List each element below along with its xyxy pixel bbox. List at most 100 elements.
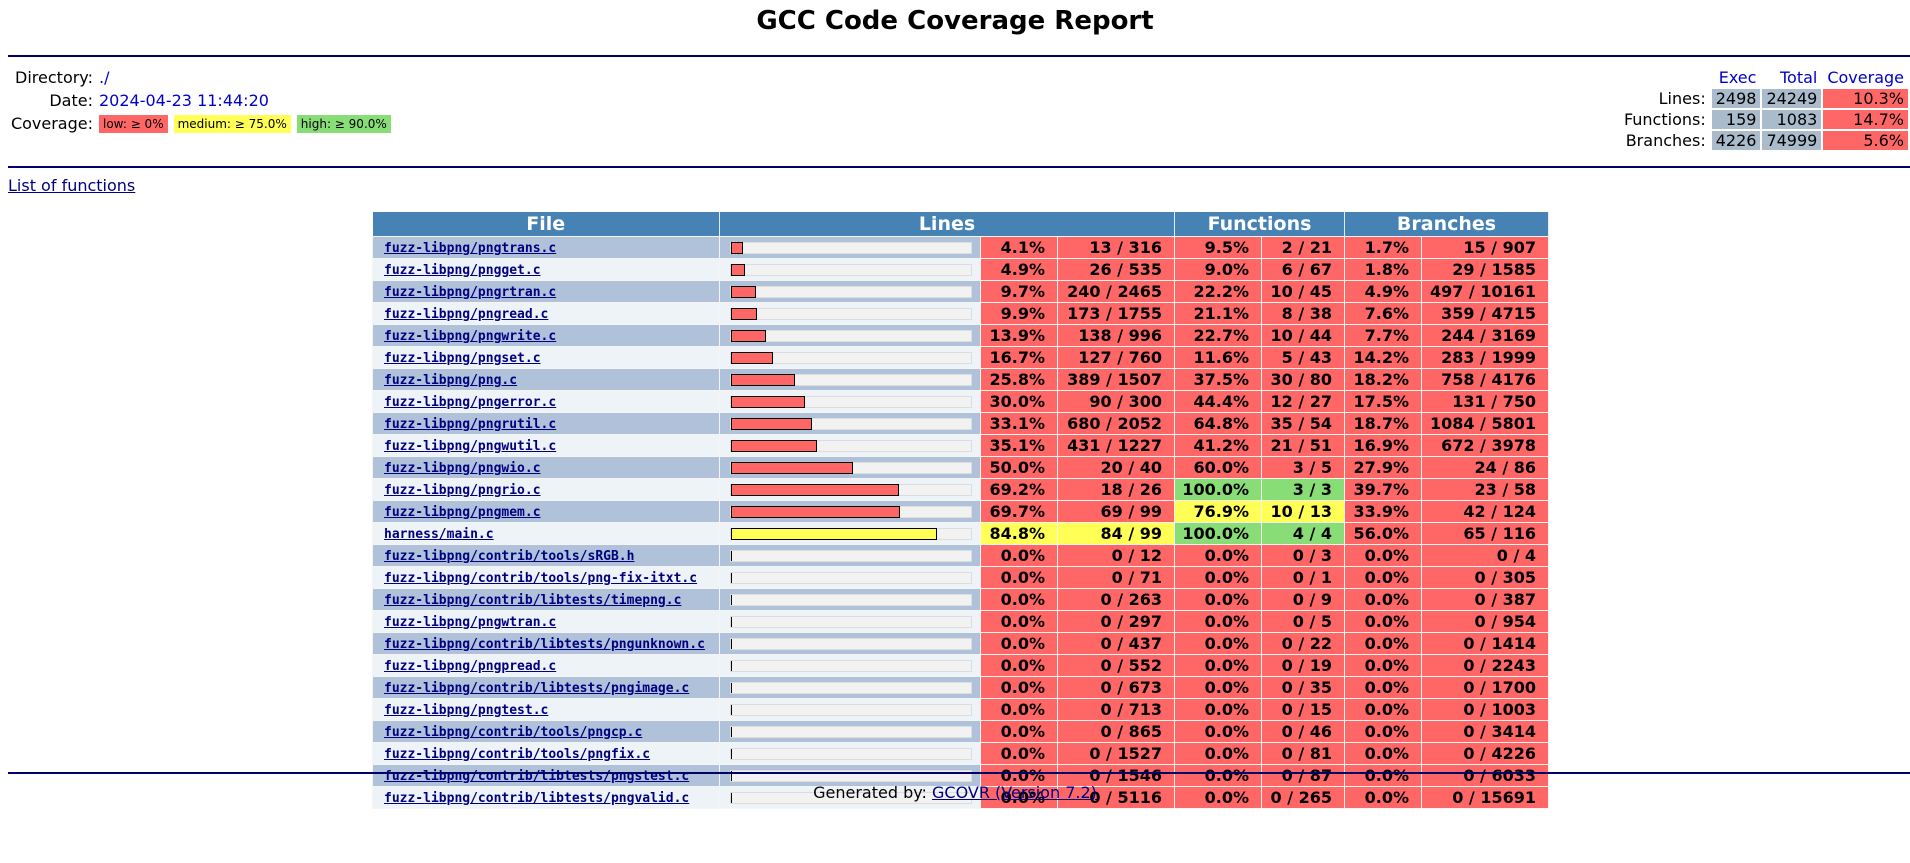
branches-percent: 39.7% bbox=[1344, 478, 1422, 501]
file-link[interactable]: fuzz-libpng/pngrutil.c bbox=[384, 417, 557, 432]
lines-count: 26 / 535 bbox=[1057, 258, 1175, 281]
table-row: fuzz-libpng/pngwutil.c 35.1% 431 / 1227 41.… bbox=[372, 434, 1549, 457]
coverage-bar bbox=[730, 637, 972, 650]
coverage-bar-cell bbox=[719, 302, 981, 325]
branches-percent: 0.0% bbox=[1344, 588, 1422, 611]
file-link[interactable]: fuzz-libpng/pngset.c bbox=[384, 351, 541, 366]
branches-percent: 1.8% bbox=[1344, 258, 1422, 281]
functions-percent: 100.0% bbox=[1174, 478, 1262, 501]
coverage-bar-fill bbox=[731, 572, 732, 583]
file-link[interactable]: fuzz-libpng/contrib/libtests/pngunknown.… bbox=[384, 637, 705, 652]
coverage-bar-cell bbox=[719, 258, 981, 281]
file-link[interactable]: fuzz-libpng/contrib/tools/pngfix.c bbox=[384, 747, 651, 762]
file-cell: fuzz-libpng/pngset.c bbox=[372, 346, 720, 369]
file-link[interactable]: fuzz-libpng/contrib/tools/sRGB.h bbox=[384, 549, 635, 564]
coverage-bar bbox=[730, 681, 972, 694]
coverage-bar-fill bbox=[731, 417, 812, 430]
branches-count: 42 / 124 bbox=[1421, 500, 1549, 523]
file-link[interactable]: fuzz-libpng/pngwtran.c bbox=[384, 615, 557, 630]
file-link[interactable]: fuzz-libpng/pngrio.c bbox=[384, 483, 541, 498]
table-row: fuzz-libpng/pngrutil.c 33.1% 680 / 2052 64.… bbox=[372, 412, 1549, 435]
file-cell: fuzz-libpng/pngwio.c bbox=[372, 456, 720, 479]
coverage-bar-fill bbox=[731, 329, 766, 342]
coverage-bar-fill bbox=[731, 527, 937, 540]
file-link[interactable]: fuzz-libpng/pngerror.c bbox=[384, 395, 557, 410]
functions-count: 5 / 43 bbox=[1261, 346, 1345, 369]
branches-count: 0 / 6033 bbox=[1421, 764, 1549, 787]
table-row: harness/main.c 84.8% 84 / 99 100.0% 4 / 4 56.… bbox=[372, 522, 1549, 545]
coverage-bar bbox=[730, 351, 972, 364]
header-lines: Lines bbox=[719, 212, 1175, 237]
coverage-bar-fill bbox=[731, 704, 732, 715]
branches-percent: 0.0% bbox=[1344, 786, 1422, 809]
functions-percent: 76.9% bbox=[1174, 500, 1262, 523]
coverage-bar-fill bbox=[731, 682, 732, 693]
coverage-bar-cell bbox=[719, 654, 981, 677]
file-link[interactable]: fuzz-libpng/contrib/tools/png-fix-itxt.c bbox=[384, 571, 698, 586]
file-link[interactable]: fuzz-libpng/pngmem.c bbox=[384, 505, 541, 520]
coverage-bar-cell bbox=[719, 698, 981, 721]
summary-col-exec: Exec bbox=[1718, 68, 1757, 87]
table-row: fuzz-libpng/pngerror.c 30.0% 90 / 300 44.4%… bbox=[372, 390, 1549, 413]
file-link[interactable]: fuzz-libpng/pngrtran.c bbox=[384, 285, 557, 300]
coverage-bar bbox=[730, 615, 972, 628]
file-cell: fuzz-libpng/pngrtran.c bbox=[372, 280, 720, 303]
file-link[interactable]: fuzz-libpng/contrib/libtests/pngimage.c bbox=[384, 681, 690, 696]
lines-percent: 0.0% bbox=[980, 720, 1058, 743]
table-body: fuzz-libpng/pngtrans.c 4.1% 13 / 316 9.5% 2 … bbox=[372, 236, 1549, 809]
table-row: fuzz-libpng/pngget.c 4.9% 26 / 535 9.0% 6 / … bbox=[372, 258, 1549, 281]
branches-percent: 0.0% bbox=[1344, 720, 1422, 743]
file-cell: fuzz-libpng/pngtrans.c bbox=[372, 236, 720, 259]
list-of-functions-link[interactable]: List of functions bbox=[8, 176, 136, 195]
coverage-bar-fill bbox=[731, 792, 732, 803]
lines-count: 84 / 99 bbox=[1057, 522, 1175, 545]
file-cell: fuzz-libpng/contrib/libtests/pngvalid.c bbox=[372, 786, 720, 809]
file-link[interactable]: fuzz-libpng/pngget.c bbox=[384, 263, 541, 278]
file-link[interactable]: fuzz-libpng/pngwutil.c bbox=[384, 439, 557, 454]
coverage-bar-fill bbox=[731, 241, 743, 254]
file-link[interactable]: fuzz-libpng/contrib/libtests/timepng.c bbox=[384, 593, 682, 608]
lines-count: 0 / 865 bbox=[1057, 720, 1175, 743]
functions-count: 3 / 3 bbox=[1261, 478, 1345, 501]
file-link[interactable]: fuzz-libpng/png.c bbox=[384, 373, 518, 388]
functions-percent: 22.2% bbox=[1174, 280, 1262, 303]
lines-percent: 0.0% bbox=[980, 632, 1058, 655]
lines-percent: 25.8% bbox=[980, 368, 1058, 391]
file-link[interactable]: fuzz-libpng/contrib/libtests/pngvalid.c bbox=[384, 791, 690, 806]
summary-branches-exec: 4226 bbox=[1711, 131, 1761, 150]
lines-count: 240 / 2465 bbox=[1057, 280, 1175, 303]
branches-count: 23 / 58 bbox=[1421, 478, 1549, 501]
file-cell: fuzz-libpng/pngread.c bbox=[372, 302, 720, 325]
branches-count: 1084 / 5801 bbox=[1421, 412, 1549, 435]
coverage-bar-cell bbox=[719, 324, 981, 347]
lines-percent: 69.7% bbox=[980, 500, 1058, 523]
lines-percent: 0.0% bbox=[980, 742, 1058, 765]
file-link[interactable]: fuzz-libpng/pngtrans.c bbox=[384, 241, 557, 256]
functions-count: 35 / 54 bbox=[1261, 412, 1345, 435]
coverage-bar-fill bbox=[731, 770, 732, 781]
lines-count: 0 / 673 bbox=[1057, 676, 1175, 699]
coverage-bar-fill bbox=[731, 395, 805, 408]
summary-lines-row: Lines: 2498 24249 10.3% bbox=[1620, 89, 1908, 108]
file-link[interactable]: fuzz-libpng/pngread.c bbox=[384, 307, 549, 322]
file-link[interactable]: fuzz-libpng/pngpread.c bbox=[384, 659, 557, 674]
functions-percent: 0.0% bbox=[1174, 588, 1262, 611]
legend-medium: medium: ≥ 75.0% bbox=[173, 115, 291, 133]
functions-count: 6 / 67 bbox=[1261, 258, 1345, 281]
lines-count: 173 / 1755 bbox=[1057, 302, 1175, 325]
functions-count: 0 / 1 bbox=[1261, 566, 1345, 589]
lines-percent: 35.1% bbox=[980, 434, 1058, 457]
functions-count: 0 / 81 bbox=[1261, 742, 1345, 765]
table-row: fuzz-libpng/contrib/libtests/pngunknown.… bbox=[372, 632, 1549, 655]
file-cell: fuzz-libpng/pngrio.c bbox=[372, 478, 720, 501]
gcovr-link[interactable]: GCOVR (Version 7.2) bbox=[932, 783, 1097, 802]
file-link[interactable]: fuzz-libpng/pngtest.c bbox=[384, 703, 549, 718]
file-link[interactable]: fuzz-libpng/pngwrite.c bbox=[384, 329, 557, 344]
file-link[interactable]: fuzz-libpng/contrib/tools/pngcp.c bbox=[384, 725, 643, 740]
summary-functions-exec: 159 bbox=[1711, 110, 1761, 129]
coverage-bar-fill bbox=[731, 726, 732, 737]
lines-percent: 0.0% bbox=[980, 544, 1058, 567]
coverage-bar-cell bbox=[719, 610, 981, 633]
file-link[interactable]: fuzz-libpng/pngwio.c bbox=[384, 461, 541, 476]
file-link[interactable]: harness/main.c bbox=[384, 527, 494, 542]
